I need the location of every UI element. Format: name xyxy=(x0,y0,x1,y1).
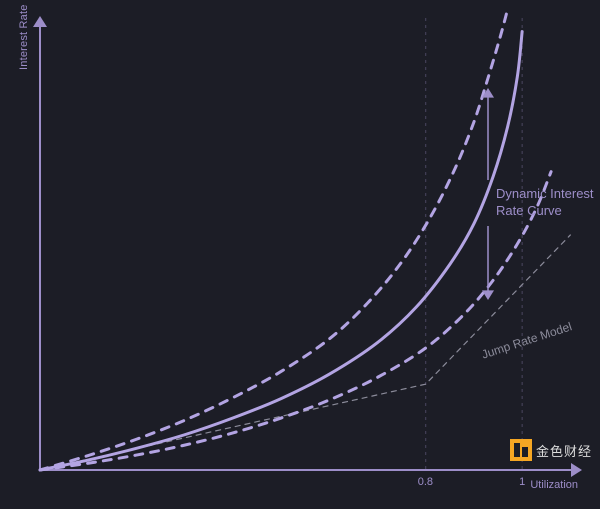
watermark-text: 金色财经 xyxy=(536,441,592,460)
x-tick-label: 1 xyxy=(519,476,525,488)
annotation-line-1: Dynamic Interest xyxy=(496,186,594,201)
watermark-logo-icon xyxy=(510,439,532,461)
annotation-line-2: Rate Curve xyxy=(496,203,562,218)
y-axis-label: Interest Rate xyxy=(18,4,30,70)
dynamic-curve-annotation: Dynamic Interest Rate Curve xyxy=(496,186,594,220)
x-tick-label: 0.8 xyxy=(418,476,433,488)
chart-svg xyxy=(0,0,600,509)
watermark: 金色财经 xyxy=(510,439,592,461)
interest-rate-chart: Interest Rate Utilization 0.8 1 Dynamic … xyxy=(0,0,600,509)
x-axis-label: Utilization xyxy=(530,479,578,491)
